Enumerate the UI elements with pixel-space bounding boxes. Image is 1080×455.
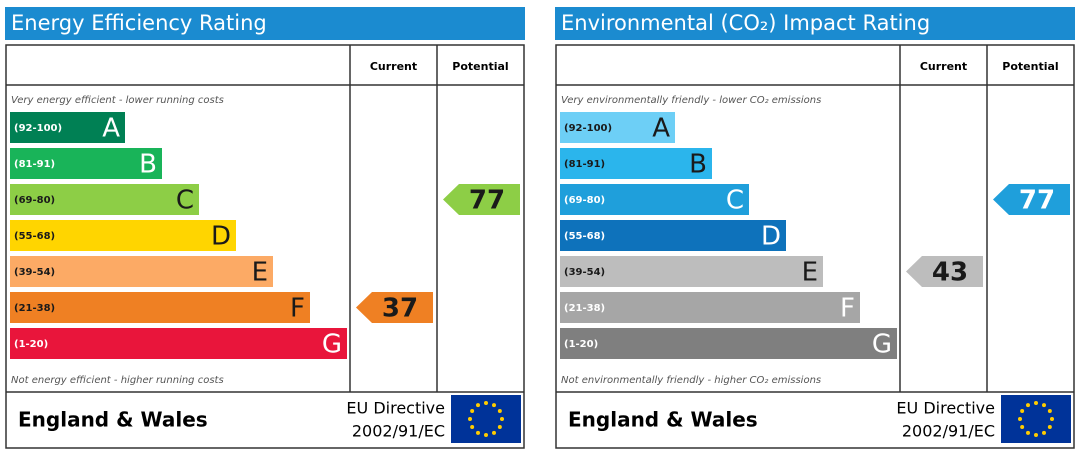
band-range: (39-54): [564, 267, 605, 278]
band-letter: F: [840, 294, 855, 324]
band-range: (92-100): [14, 123, 62, 134]
eu-star: [1047, 425, 1052, 429]
eu-star: [470, 425, 475, 429]
eu-star: [497, 425, 502, 429]
band-range: (69-80): [564, 195, 605, 206]
region: England & Wales: [18, 408, 208, 432]
panel-title: Energy Efficiency Rating: [11, 11, 267, 35]
rating-band: [10, 256, 273, 287]
bottom-note: Not energy efficient - higher running co…: [11, 375, 224, 386]
eu-star: [1050, 417, 1054, 421]
band-letter: E: [252, 258, 268, 288]
eu-star: [484, 401, 488, 405]
rating-band: [560, 292, 860, 323]
column-header: Potential: [452, 60, 508, 73]
current-rating: 43: [932, 258, 968, 288]
band-range: (55-68): [564, 231, 605, 242]
band-letter: B: [689, 150, 707, 180]
column-header: Current: [370, 60, 417, 73]
current-rating: 37: [382, 294, 418, 324]
band-range: (1-20): [14, 339, 48, 350]
band-letter: C: [726, 186, 744, 216]
eu-star: [484, 433, 488, 437]
region: England & Wales: [568, 408, 758, 432]
rating-band: [10, 148, 162, 179]
top-note: Very energy efficient - lower running co…: [11, 95, 224, 106]
column-header: Current: [920, 60, 967, 73]
potential-arrow: [443, 184, 520, 215]
rating-band: [560, 184, 749, 215]
band-letter: G: [322, 330, 342, 360]
band-range: (55-68): [14, 231, 55, 242]
eu-star: [500, 417, 504, 421]
band-letter: F: [290, 294, 305, 324]
eu-star: [1020, 425, 1025, 429]
eu-star: [1042, 430, 1046, 435]
rating-band: [560, 256, 823, 287]
directive: 2002/91/EC: [902, 422, 995, 441]
band-letter: A: [102, 114, 120, 144]
directive: 2002/91/EC: [352, 422, 445, 441]
band-letter: C: [176, 186, 194, 216]
eu-star: [468, 417, 472, 421]
band-range: (39-54): [14, 267, 55, 278]
eu-star: [1034, 433, 1038, 437]
directive: EU Directive: [896, 399, 995, 418]
band-range: (92-100): [564, 123, 612, 134]
band-range: (21-38): [564, 303, 605, 314]
eu-star: [476, 403, 480, 408]
rating-band: [10, 292, 310, 323]
eu-star: [1026, 403, 1030, 408]
band-range: (81-91): [564, 159, 605, 170]
rating-band: [10, 112, 125, 143]
column-header: Potential: [1002, 60, 1058, 73]
band-range: (69-80): [14, 195, 55, 206]
eu-star: [492, 430, 496, 435]
band-range: (1-20): [564, 339, 598, 350]
band-range: (81-91): [14, 159, 55, 170]
eu-star: [1026, 430, 1030, 435]
band-range: (21-38): [14, 303, 55, 314]
rating-band: [560, 220, 786, 251]
title-bar: [5, 7, 525, 40]
potential-rating: 77: [1019, 186, 1055, 216]
potential-arrow: [993, 184, 1070, 215]
rating-band: [560, 148, 712, 179]
current-arrow: [356, 292, 433, 323]
band-letter: G: [872, 330, 892, 360]
eu-star: [492, 403, 496, 408]
panel-title: Environmental (CO₂) Impact Rating: [561, 11, 930, 35]
band-letter: E: [802, 258, 818, 288]
eu-star: [476, 430, 480, 435]
eu-star: [497, 409, 502, 413]
band-letter: A: [652, 114, 670, 144]
rating-band: [560, 328, 897, 359]
rating-band: [10, 184, 199, 215]
band-letter: D: [761, 222, 781, 252]
rating-band: [560, 112, 675, 143]
eu-star: [470, 409, 475, 413]
band-letter: B: [139, 150, 157, 180]
eu-star: [1042, 403, 1046, 408]
eu-star: [1018, 417, 1022, 421]
bottom-note: Not environmentally friendly - higher CO…: [561, 375, 821, 386]
rating-band: [10, 220, 236, 251]
eu-star: [1047, 409, 1052, 413]
title-bar: [555, 7, 1075, 40]
current-arrow: [906, 256, 983, 287]
top-note: Very environmentally friendly - lower CO…: [561, 95, 821, 106]
eu-star: [1034, 401, 1038, 405]
rating-band: [10, 328, 347, 359]
potential-rating: 77: [469, 186, 505, 216]
directive: EU Directive: [346, 399, 445, 418]
band-letter: D: [211, 222, 231, 252]
eu-star: [1020, 409, 1025, 413]
